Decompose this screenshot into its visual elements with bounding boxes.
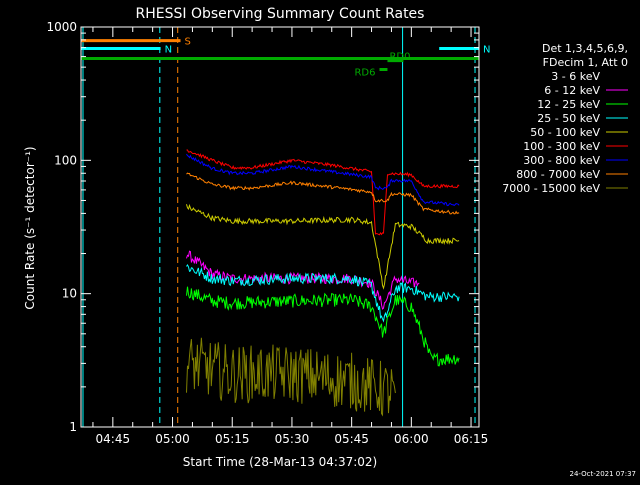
- series-line: [186, 264, 460, 323]
- x-tick-label: 05:30: [275, 432, 310, 446]
- x-tick-label: 05:45: [334, 432, 369, 446]
- legend-entry-label: 300 - 800 keV: [523, 154, 600, 167]
- legend-entry-label: 25 - 50 keV: [537, 112, 600, 125]
- y-tick-label: 1: [69, 420, 77, 434]
- legend: Det 1,3,4,5,6,9,FDecim 1, Att 03 - 6 keV…: [502, 42, 628, 195]
- legend-entry-label: 6 - 12 keV: [544, 84, 600, 97]
- x-tick-label: 05:15: [215, 432, 250, 446]
- legend-entry-label: 12 - 25 keV: [537, 98, 600, 111]
- y-tick-label: 1000: [46, 20, 77, 34]
- series-line: [186, 172, 460, 215]
- legend-header: FDecim 1, Att 0: [543, 56, 628, 69]
- legend-entry-label: 3 - 6 keV: [551, 70, 600, 83]
- series-line: [186, 310, 398, 381]
- y-tick-label: 10: [62, 287, 77, 301]
- status-bar-label: RD0: [389, 52, 410, 63]
- x-tick-label: 06:15: [454, 432, 489, 446]
- x-tick-label: 04:45: [96, 432, 131, 446]
- chart-title: RHESSI Observing Summary Count Rates: [136, 6, 425, 22]
- x-tick-label: 06:00: [394, 432, 429, 446]
- x-tick-label: 05:00: [155, 432, 190, 446]
- status-layer: S N N RD0 RD6: [81, 37, 490, 79]
- series-line: [186, 337, 396, 417]
- status-bar-label: S: [185, 37, 191, 48]
- y-tick-label: 100: [54, 153, 77, 167]
- legend-entry-label: 800 - 7000 keV: [516, 168, 600, 181]
- status-bar-label: N: [483, 44, 490, 55]
- series-line: [186, 153, 460, 207]
- axes-layer: 1 10 100 1000 04:45 05:00 05:15 05:30 05:45 06:00…: [46, 20, 488, 446]
- x-axis-label: Start Time (28-Mar-13 04:37:02): [183, 455, 377, 469]
- plot-frame: [80, 26, 480, 428]
- plot-area: [82, 27, 476, 427]
- series-line: [186, 286, 460, 367]
- y-axis-label: Count Rate (s⁻¹ detector⁻¹): [23, 146, 37, 309]
- footer-timestamp: 24-Oct-2021 07:37: [570, 470, 636, 478]
- series-layer: [186, 149, 460, 417]
- series-line: [186, 203, 460, 290]
- legend-entry-label: 100 - 300 keV: [523, 140, 600, 153]
- series-line: [186, 149, 460, 236]
- status-bar-label: RD6: [354, 68, 375, 79]
- legend-entry-label: 50 - 100 keV: [530, 126, 600, 139]
- legend-entry-label: 7000 - 15000 keV: [502, 182, 600, 195]
- status-bar-label: N: [165, 44, 172, 55]
- legend-header: Det 1,3,4,5,6,9,: [542, 42, 628, 55]
